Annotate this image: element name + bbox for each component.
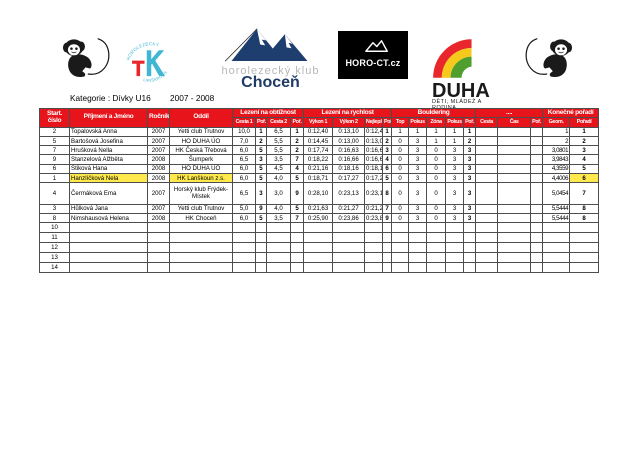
svg-text:LANŠKROUN: LANŠKROUN — [143, 70, 168, 83]
